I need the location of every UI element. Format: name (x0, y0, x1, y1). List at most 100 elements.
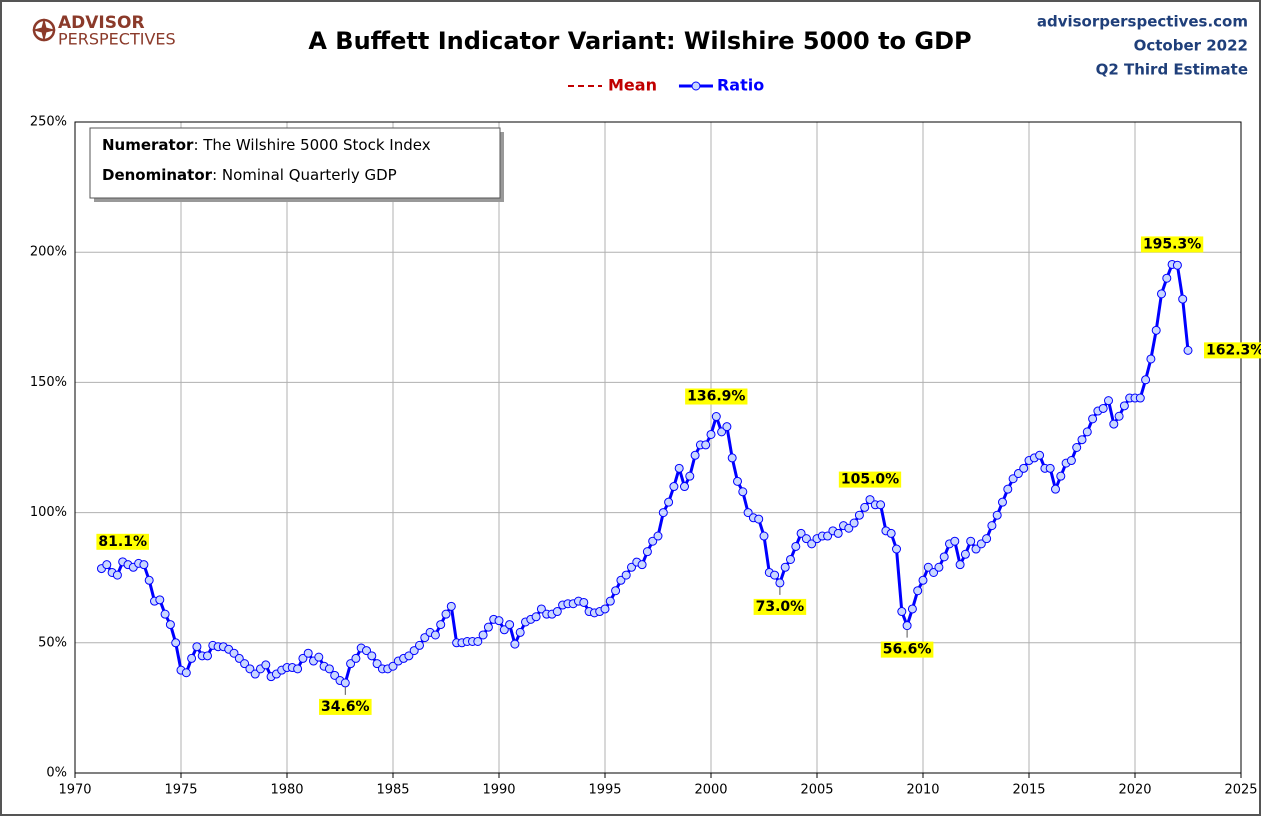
x-tick-label: 1975 (164, 783, 197, 798)
data-point (648, 536, 658, 546)
data-point (807, 539, 817, 549)
data-point (733, 476, 742, 486)
logo-top: ADVISOR (58, 13, 145, 33)
data-point (786, 554, 795, 564)
data-point (653, 531, 663, 541)
date: October 2022 (1134, 37, 1248, 55)
data-point (621, 570, 631, 580)
data-point (1119, 401, 1129, 411)
data-point (791, 541, 801, 551)
data-point (1077, 435, 1087, 445)
x-tick-label: 1980 (270, 783, 303, 798)
data-point (494, 616, 504, 626)
data-point (992, 510, 1002, 520)
data-point (160, 609, 170, 619)
data-point (1008, 474, 1018, 484)
data-point (1051, 484, 1060, 494)
plot-area: 0% 50% 100% 150% 200% 250% 1970 1975 1980 1985 199… (30, 115, 1261, 798)
data-point (669, 482, 679, 492)
y-tick-label: 0% (46, 766, 67, 781)
data-point (415, 640, 424, 650)
legend: Mean Ratio (568, 76, 764, 95)
data-point (844, 523, 854, 533)
data-point (1098, 403, 1108, 413)
data-point (907, 604, 917, 614)
x-tick-label: 2005 (800, 783, 833, 798)
data-point (706, 429, 716, 439)
data-point (436, 620, 446, 630)
data-point (876, 500, 886, 510)
plot-border (74, 121, 1242, 774)
data-point (892, 544, 901, 554)
data-point (738, 487, 748, 497)
data-point (510, 639, 520, 649)
data-point (913, 586, 923, 596)
data-point (770, 570, 780, 580)
x-tick-label: 1985 (376, 783, 409, 798)
label-highlight (685, 388, 748, 405)
data-point (499, 625, 509, 635)
x-tick-label: 2025 (1224, 783, 1257, 798)
x-tick-label: 2020 (1118, 783, 1151, 798)
data-point (1072, 443, 1082, 452)
label-highlight (880, 641, 934, 658)
data-point (229, 648, 239, 658)
data-point (743, 508, 753, 518)
data-point (1045, 463, 1055, 473)
data-point (420, 633, 430, 643)
data-point (664, 497, 674, 507)
data-point (1178, 294, 1188, 304)
data-point (552, 607, 562, 617)
data-point (717, 427, 727, 437)
data-point (1104, 396, 1113, 406)
data-point (1035, 450, 1045, 460)
data-point (685, 471, 695, 481)
data-point (976, 539, 986, 549)
data-point (711, 412, 721, 422)
data-point (897, 607, 907, 617)
plot-background (75, 122, 1241, 773)
data-point (303, 648, 313, 658)
data-point (155, 595, 165, 605)
data-point (823, 531, 833, 541)
data-point (1146, 354, 1156, 364)
note-term: Numerator (102, 136, 194, 154)
logo-bottom: PERSPECTIVES (58, 30, 176, 49)
data-point (939, 552, 949, 562)
y-tick-label: 150% (30, 375, 67, 390)
data-point (531, 612, 541, 622)
data-point (754, 514, 764, 524)
data-label: 81.1% (98, 534, 147, 550)
logo-compass (32, 18, 56, 42)
data-label: 73.0% (756, 599, 805, 615)
label-highlight (838, 471, 902, 488)
data-point (340, 678, 350, 688)
data-point (1088, 414, 1098, 424)
data-point (446, 601, 456, 611)
data-point (616, 575, 626, 585)
data-label: 162.3% (1206, 342, 1261, 358)
data-point (324, 664, 334, 674)
data-point (1141, 375, 1151, 385)
x-tick-label: 2010 (906, 783, 939, 798)
data-point (165, 620, 175, 630)
data-point (722, 422, 732, 432)
data-point (473, 636, 483, 646)
data-point (642, 547, 652, 557)
data-point (860, 502, 870, 512)
data-point (346, 659, 356, 669)
label-highlight (1140, 236, 1204, 253)
data-point (362, 646, 371, 656)
data-point (441, 609, 451, 619)
data-point (1109, 419, 1119, 429)
data-point (139, 560, 149, 570)
data-point (245, 664, 255, 674)
data-point (854, 510, 864, 520)
data-point (478, 630, 488, 640)
label-highlight (753, 598, 807, 615)
note-text: : The Wilshire 5000 Stock Index (193, 136, 430, 154)
site: advisorperspectives.com (1037, 13, 1248, 31)
x-tick-label: 1990 (482, 783, 515, 798)
data-point (261, 660, 271, 670)
